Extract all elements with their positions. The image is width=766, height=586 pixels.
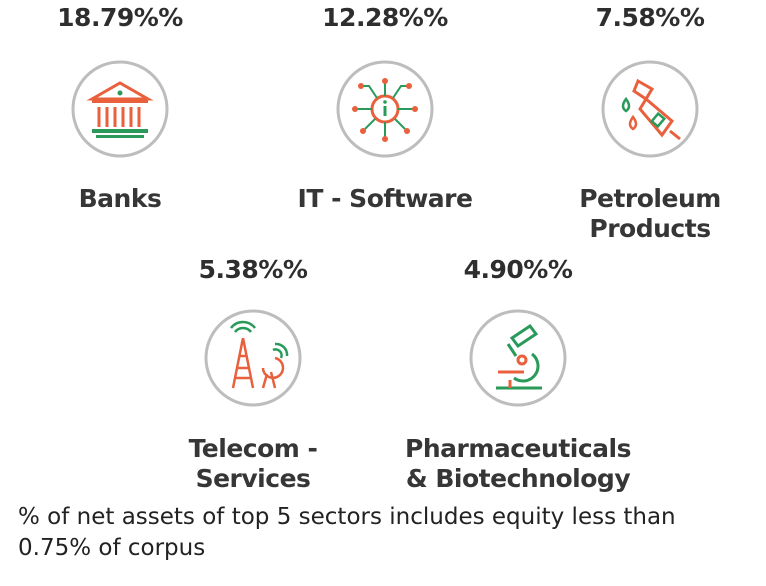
sector-percentage: 5.38%% [198,255,308,284]
sector-percentage: 12.28%% [322,3,448,32]
chip-icon [335,59,435,159]
sector-label: Pharmaceuticals & Biotechnology [405,434,631,493]
sector-label: Banks [78,184,162,213]
sector-percentage: 4.90%% [463,255,573,284]
sector-label: Petroleum Products [579,184,721,243]
sector-telecom-services: 5.38%% Telecom - Services [138,250,368,500]
sector-petroleum-products: 7.58%% Petroleum Products [535,0,765,250]
bank-icon [70,59,170,159]
sector-pharmaceuticals-biotechnology: 4.90%% Pharmaceuticals & Biotechnology [403,250,633,500]
sector-percentage: 7.58%% [595,3,705,32]
sector-it-software: 12.28%% IT - Software [270,0,500,230]
sector-label: Telecom - Services [188,434,318,493]
microscope-icon [468,308,568,408]
fuel-nozzle-icon [600,59,700,159]
sector-percentage: 18.79%% [57,3,183,32]
footnote: % of net assets of top 5 sectors include… [18,504,676,561]
sector-label: IT - Software [297,184,473,213]
sector-banks: 18.79%% Banks [5,0,235,230]
telecom-tower-icon [203,308,303,408]
